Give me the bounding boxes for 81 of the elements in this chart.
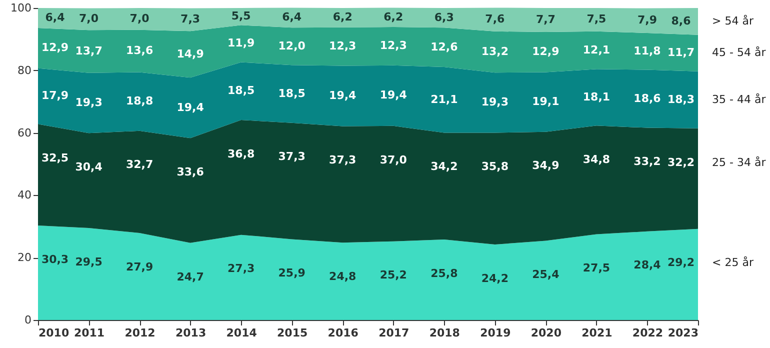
data-label: 6,3 [434, 10, 454, 24]
series-label: > 54 år [712, 14, 754, 28]
x-tick-label: 2020 [530, 326, 562, 340]
data-label: 21,1 [430, 92, 458, 106]
y-tick-label: 20 [18, 251, 32, 264]
data-label: 19,4 [329, 88, 357, 102]
x-tick-label: 2018 [429, 326, 460, 340]
x-tick-label: 2021 [582, 326, 612, 340]
data-label: 12,6 [430, 40, 458, 54]
data-label: 11,8 [634, 44, 661, 58]
data-label: 19,3 [481, 96, 508, 109]
series-label: < 25 år [712, 256, 754, 270]
x-tick-label: 2019 [480, 326, 511, 340]
data-label: 32,5 [41, 151, 69, 164]
data-label: 18,5 [278, 86, 306, 100]
data-label: 13,7 [75, 44, 102, 58]
x-tick-label: 2010 [38, 326, 70, 340]
data-label: 11,7 [667, 46, 695, 60]
x-tick-label: 2013 [175, 326, 206, 340]
x-tick-label: 2015 [277, 326, 308, 340]
data-label: 18,8 [126, 94, 154, 108]
data-label: 7,3 [180, 12, 200, 26]
data-label: 19,1 [532, 95, 560, 108]
data-label: 12,9 [532, 45, 560, 58]
y-tick-label: 0 [24, 314, 32, 326]
data-label: 12,9 [41, 41, 69, 54]
data-label: 33,2 [634, 155, 661, 168]
data-label: 7,5 [586, 12, 606, 26]
y-tick-label: 60 [18, 126, 32, 140]
series-label: 25 - 34 år [712, 156, 766, 169]
data-label: 18,5 [228, 84, 255, 98]
data-label: 35,8 [481, 160, 508, 174]
data-label: 12,3 [380, 39, 407, 52]
y-tick-label: 40 [18, 188, 32, 202]
data-label: 6,4 [45, 10, 66, 24]
data-label: 6,4 [282, 10, 302, 24]
data-label: 34,8 [582, 152, 610, 166]
y-tick-label: 100 [10, 2, 32, 14]
data-label: 7,9 [637, 14, 657, 27]
data-label: 37,3 [278, 150, 306, 164]
data-label: 19,3 [75, 96, 102, 110]
x-tick-label: 2023 [668, 326, 698, 340]
data-label: 7,7 [536, 13, 556, 26]
data-label: 36,8 [228, 147, 255, 160]
data-label: 14,9 [176, 47, 204, 60]
data-label: 12,1 [582, 43, 610, 56]
data-label: 11,9 [228, 36, 255, 50]
data-label: 7,6 [485, 12, 506, 26]
x-tick-label: 2014 [226, 326, 258, 340]
data-label: 17,9 [41, 89, 69, 102]
data-label: 6,2 [384, 10, 404, 24]
data-label: 12,3 [329, 40, 356, 53]
data-label: 34,2 [430, 160, 458, 174]
data-label: 37,3 [329, 154, 356, 167]
y-tick-label: 80 [18, 64, 32, 77]
data-label: 6,2 [332, 10, 352, 24]
x-tick-label: 2011 [74, 326, 105, 340]
data-label: 5,5 [231, 10, 251, 23]
series-label: 45 - 54 år [712, 46, 766, 60]
x-tick-label: 2022 [632, 326, 664, 340]
data-label: 7,0 [79, 12, 99, 26]
x-tick-label: 2017 [378, 326, 410, 340]
data-label: 12,0 [278, 39, 306, 52]
x-tick-label: 2016 [328, 326, 359, 340]
data-label: 7,0 [130, 12, 150, 25]
data-label: 18,6 [634, 92, 662, 105]
data-label: 18,1 [582, 90, 610, 104]
data-label: 32,2 [667, 156, 695, 169]
data-label: 30,4 [75, 160, 103, 174]
data-label: 19,4 [380, 88, 408, 102]
data-label: 19,4 [176, 100, 204, 114]
data-label: 18,3 [667, 92, 695, 106]
data-label: 8,6 [671, 14, 692, 28]
data-label: 32,7 [126, 158, 154, 172]
x-tick-label: 2012 [124, 326, 156, 340]
data-label: 37,0 [380, 153, 408, 166]
data-label: 13,6 [126, 44, 154, 58]
data-label: 34,9 [532, 159, 560, 172]
data-label: 33,6 [176, 165, 204, 178]
data-label: 13,2 [481, 44, 508, 58]
series-label: 35 - 44 år [712, 92, 766, 106]
